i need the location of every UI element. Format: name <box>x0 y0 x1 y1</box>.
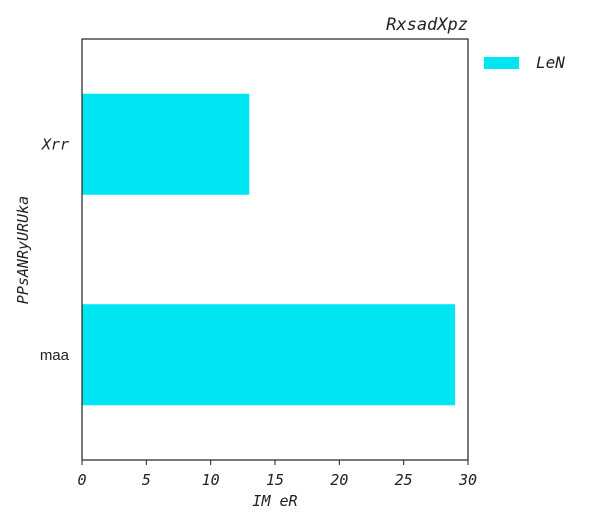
x-axis-label: IM eR <box>252 492 297 510</box>
y-tick-label-xrr: Xrr <box>41 135 69 153</box>
x-tick-label-10: 10 <box>202 471 220 489</box>
chart-title: RxsadXpz <box>386 15 468 35</box>
legend-swatch <box>484 57 519 69</box>
x-tick-label-25: 25 <box>395 471 413 489</box>
legend: LeN <box>484 53 565 72</box>
y-tick-label-maa: maa <box>40 347 70 364</box>
legend-label-len: LeN <box>536 53 565 72</box>
bars-layer <box>82 93 456 406</box>
x-tick-label-30: 30 <box>458 471 477 489</box>
x-tick-label-20: 20 <box>330 471 348 489</box>
x-tick-label-0: 0 <box>77 471 86 489</box>
bar-maa <box>82 304 456 406</box>
x-tick-label-15: 15 <box>266 471 284 489</box>
y-category-labels: Xrr maa <box>40 135 70 364</box>
x-ticks: 0 5 10 15 20 25 30 <box>77 460 477 489</box>
x-tick-label-5: 5 <box>142 471 151 489</box>
bar-xrr <box>82 93 250 195</box>
y-axis-label: PPsANRyURUka <box>14 196 32 304</box>
